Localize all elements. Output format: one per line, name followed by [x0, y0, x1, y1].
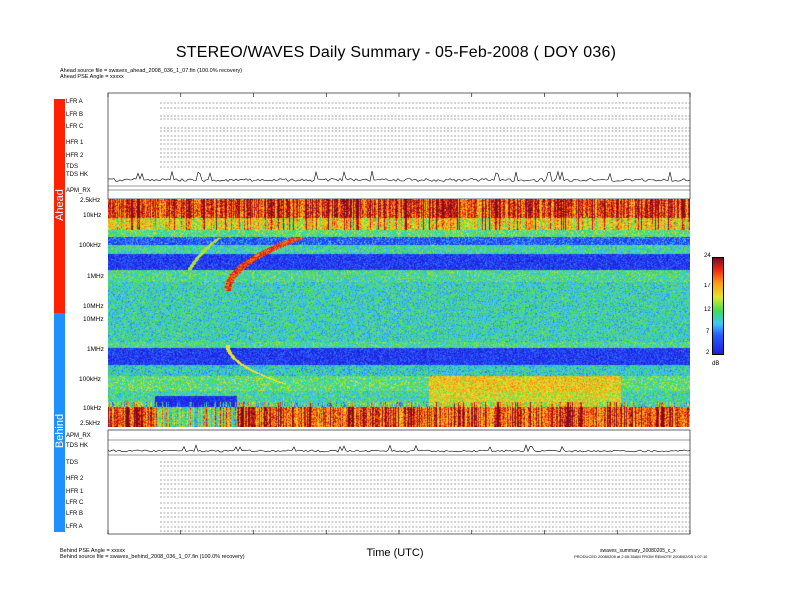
- behind-row-hfr-2: HFR 2: [66, 476, 84, 482]
- behind-row-tds: TDS: [66, 460, 78, 466]
- behind-ytick-10mhz: 10MHz: [83, 316, 104, 323]
- ahead-row-tds: TDS: [66, 164, 78, 170]
- x-axis-label: Time (UTC): [366, 547, 424, 559]
- ahead-row-hfr-1: HFR 1: [66, 140, 84, 146]
- behind-ytick-100khz: 100kHz: [79, 376, 102, 383]
- behind-ytick-1mhz: 1MHz: [87, 346, 104, 353]
- behind-tds-hk-trace: [107, 444, 691, 453]
- footer-produced-line: PRODUCED 20080205 at 2:00:35AM FROM REMO…: [574, 554, 708, 559]
- ahead-row-lfr-c: LFR C: [66, 124, 84, 130]
- ahead-row-hfr-2: HFR 2: [66, 153, 84, 159]
- behind-ytick-10khz: 10kHz: [83, 405, 102, 412]
- behind-hk-frame: [107, 429, 691, 535]
- colorbar-unit: dB: [712, 361, 720, 367]
- ahead-ytick-2-5khz: 2.5kHz: [80, 197, 101, 204]
- behind-ytick-2-5khz: 2.5kHz: [80, 420, 101, 427]
- behind-spectrogram: [108, 313, 690, 427]
- hk-dashed-lines: [108, 102, 690, 532]
- colorbar-tick-17: 17: [704, 283, 711, 289]
- ahead-row-tds-hk: TDS HK: [66, 172, 89, 178]
- behind-angle-line: Behind PSE Angle = xxxxx: [60, 548, 125, 554]
- ahead-tds-hk-trace: [107, 170, 691, 182]
- ahead-ytick-100khz: 100kHz: [79, 242, 102, 249]
- ahead-hk-frame: [107, 92, 691, 200]
- ahead-angle-line: Ahead PSE Angle = xxxxx: [60, 74, 124, 80]
- ahead-source-line: Ahead source file = swaves_ahead_2008_03…: [60, 68, 243, 74]
- footer-file-name: swaves_summary_20080205_c_x: [600, 548, 676, 554]
- behind-source-line: Behind source file = swaves_behind_2008_…: [60, 554, 245, 560]
- ahead-row-apm-rx: APM_RX: [66, 188, 91, 194]
- ahead-ytick-10khz: 10kHz: [83, 212, 102, 219]
- behind-row-lfr-c: LFR C: [66, 500, 84, 506]
- behind-row-hfr-1: HFR 1: [66, 489, 84, 495]
- behind-row-lfr-a: LFR A: [66, 524, 83, 530]
- behind-row-lfr-b: LFR B: [66, 511, 84, 517]
- colorbar-tick-2: 2: [706, 350, 710, 356]
- ahead-spectrogram: [108, 199, 690, 313]
- page-title: STEREO/WAVES Daily Summary - 05-Feb-2008…: [175, 44, 617, 61]
- colorbar: [712, 257, 724, 355]
- ahead-ytick-10mhz: 10MHz: [83, 303, 104, 310]
- ahead-row-lfr-b: LFR B: [66, 112, 84, 118]
- colorbar-tick-24: 24: [704, 253, 711, 259]
- ahead-row-lfr-a: LFR A: [66, 99, 83, 105]
- ahead-ytick-1mhz: 1MHz: [87, 273, 104, 280]
- behind-side-bar: Behind: [54, 313, 66, 532]
- ahead-side-bar: Ahead: [54, 99, 66, 313]
- time-tick-marks: [107, 93, 691, 534]
- colorbar-tick-12: 12: [704, 307, 711, 313]
- colorbar-tick-7: 7: [706, 329, 710, 335]
- behind-row-apm-rx: APM_RX: [66, 433, 91, 439]
- behind-row-tds-hk: TDS HK: [66, 443, 89, 449]
